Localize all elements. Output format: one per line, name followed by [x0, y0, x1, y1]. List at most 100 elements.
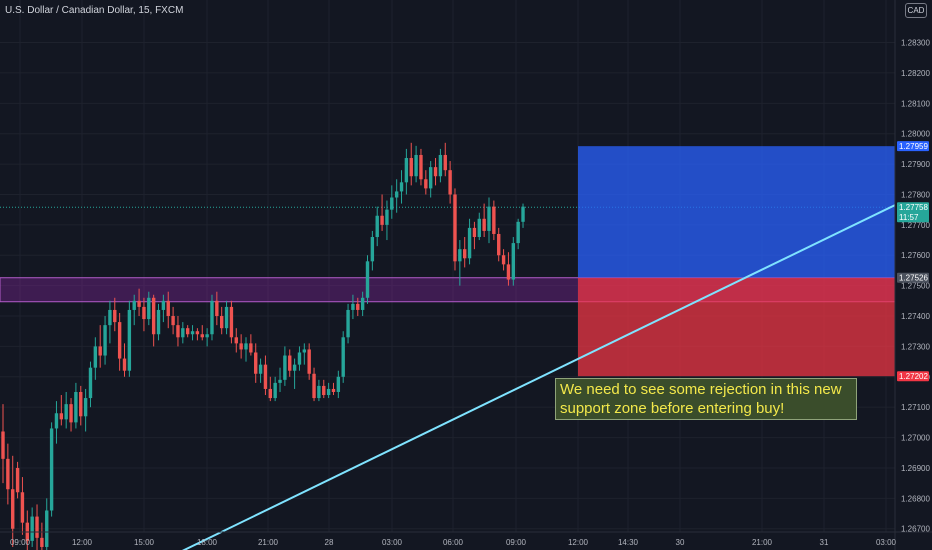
candle-body: [244, 343, 248, 350]
candle-body: [506, 264, 511, 280]
candle-body: [93, 346, 98, 368]
price-tick-label: 1.28100: [901, 99, 930, 108]
price-tick-label: 1.27500: [901, 282, 930, 291]
candle-body: [258, 364, 263, 374]
price-tick-label: 1.26700: [901, 525, 930, 534]
time-tick-label: 30: [676, 538, 685, 547]
candle-body: [487, 206, 491, 231]
price-tick-label: 1.27100: [901, 403, 930, 412]
time-tick-label: 03:00: [382, 538, 403, 547]
price-tick-label: 1.27800: [901, 190, 930, 199]
candle-body: [288, 355, 292, 371]
candle-body: [122, 358, 127, 371]
candle-body: [181, 328, 185, 338]
candle-body: [477, 218, 481, 238]
countdown-label: 11:57: [899, 213, 919, 222]
candle-body: [166, 300, 170, 317]
candle-body: [467, 227, 472, 259]
time-tick-label: 03:00: [876, 538, 897, 547]
candle-body: [190, 331, 195, 335]
candle-body: [15, 467, 20, 493]
time-tick-label: 12:00: [568, 538, 589, 547]
target-price-label-background: [897, 141, 929, 152]
candle-body: [1, 431, 5, 459]
candle-body: [224, 306, 229, 329]
candle-body: [11, 489, 15, 529]
candle-body: [453, 194, 457, 262]
candle-body: [278, 379, 282, 383]
price-tick-label: 1.28300: [901, 39, 930, 48]
candle-body: [307, 349, 311, 374]
target-price-label: 1.27959: [899, 142, 928, 151]
candle-body: [137, 300, 141, 307]
candle-body: [370, 237, 375, 262]
price-tick-label: 1.28000: [901, 130, 930, 139]
time-tick-label: 28: [325, 538, 334, 547]
candle-body: [492, 206, 496, 234]
candle-body: [385, 209, 389, 225]
candle-body: [147, 297, 151, 320]
candle-body: [205, 334, 209, 338]
candle-body: [356, 303, 360, 310]
grid: [0, 0, 895, 532]
candle-body: [229, 306, 234, 338]
time-tick-label: 21:00: [258, 538, 279, 547]
time-tick-label: 15:00: [134, 538, 155, 547]
candle-body: [458, 249, 462, 262]
candle-body: [40, 537, 44, 547]
candle-body: [156, 309, 161, 335]
candle-body: [268, 388, 272, 399]
candle-body: [35, 516, 39, 538]
candle-body: [142, 306, 146, 320]
candle-body: [463, 249, 467, 259]
zones: [0, 146, 896, 377]
candle-body: [283, 355, 287, 380]
candle-body: [64, 404, 68, 420]
candle-body: [88, 367, 93, 399]
candle-body: [117, 322, 122, 359]
candle-body: [249, 343, 253, 353]
candle-body: [326, 388, 331, 396]
candle-body: [409, 158, 413, 177]
candle-body: [302, 349, 307, 353]
currency-badge[interactable]: CAD: [905, 3, 927, 18]
entry-price-label: 1.27526: [899, 274, 928, 283]
target-zone: [578, 146, 895, 278]
current-price-label-background: [897, 202, 929, 223]
time-tick-label: 09:00: [506, 538, 527, 547]
candles: [1, 142, 525, 550]
candle-body: [351, 303, 355, 310]
candle-body: [516, 221, 520, 244]
candle-body: [360, 297, 365, 310]
candle-body: [336, 376, 341, 392]
symbol-title: U.S. Dollar / Canadian Dollar, 15, FXCM: [5, 5, 184, 16]
candle-body: [292, 364, 297, 371]
candle-body: [331, 388, 336, 392]
candle-body: [151, 297, 156, 335]
candle-body: [273, 382, 277, 399]
candle-body: [297, 352, 302, 365]
annotation-note[interactable]: We need to see some rejection in this ne…: [555, 378, 857, 420]
candle-body: [390, 197, 394, 210]
candle-body: [380, 215, 384, 225]
time-tick-label: 09:00: [10, 538, 31, 547]
candle-body: [521, 206, 525, 222]
candle-body: [365, 261, 370, 298]
candle-body: [6, 458, 10, 490]
candle-body: [394, 191, 399, 198]
candle-body: [127, 309, 132, 371]
candle-body: [312, 373, 316, 399]
candle-body: [98, 346, 102, 356]
price-tick-label: 1.27700: [901, 221, 930, 230]
time-tick-label: 31: [820, 538, 829, 547]
candle-body: [171, 316, 175, 326]
candle-body: [322, 385, 326, 396]
candle-body: [511, 243, 515, 280]
candle-body: [30, 516, 34, 541]
trendline: [181, 204, 896, 550]
candle-body: [375, 215, 379, 238]
candle-body: [346, 309, 350, 338]
price-tick-label: 1.28200: [901, 69, 930, 78]
